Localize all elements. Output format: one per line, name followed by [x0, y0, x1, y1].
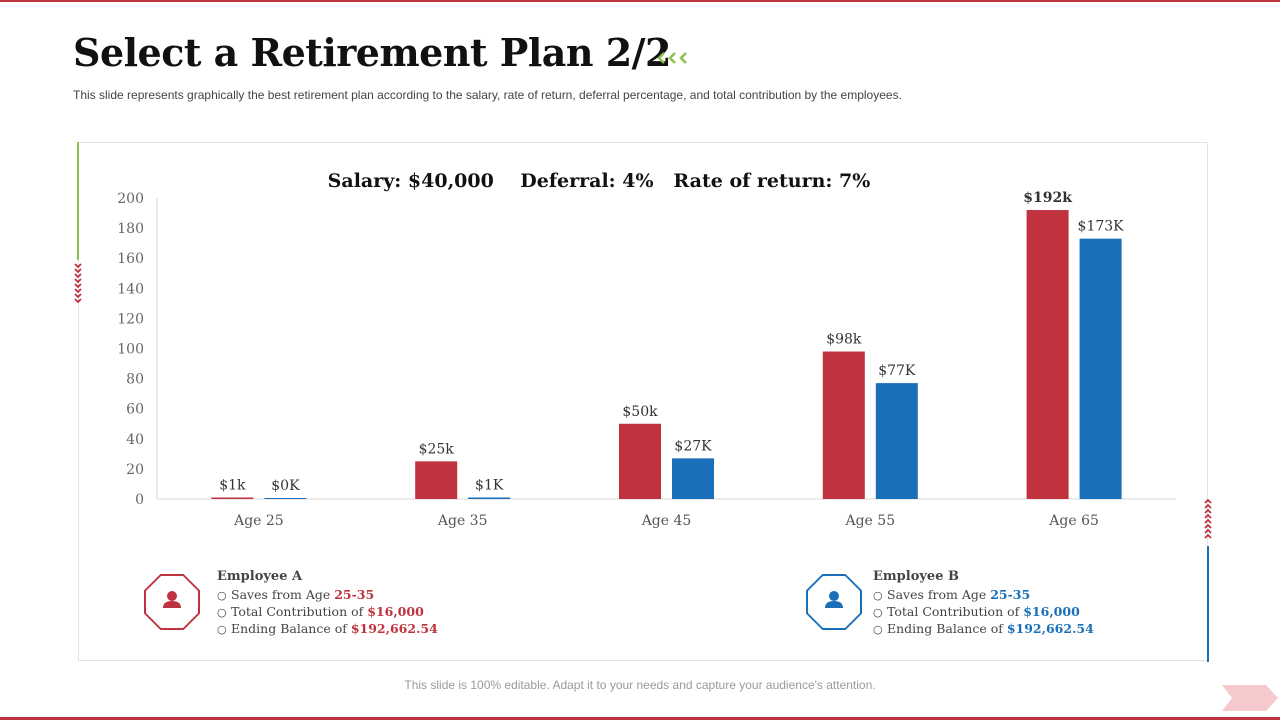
x-tick-label: Age 45 — [641, 513, 692, 529]
y-tick-label: 140 — [117, 281, 144, 297]
green-accent-line — [77, 142, 79, 260]
bar-employee-b — [1079, 238, 1122, 499]
y-tick-label: 0 — [135, 492, 144, 508]
blue-accent-line — [1207, 546, 1209, 662]
y-tick-label: 80 — [126, 372, 144, 388]
bar-employee-a — [619, 423, 661, 499]
y-tick-label: 40 — [126, 432, 144, 448]
chart-card — [78, 142, 1208, 661]
y-tick-label: 20 — [126, 462, 144, 478]
x-tick-label: Age 25 — [233, 513, 284, 529]
employee-b-balance: ○ Ending Balance of $192,662.54 — [873, 621, 1094, 636]
bar-employee-a — [1026, 210, 1069, 500]
data-label: $192k — [1023, 190, 1072, 206]
bar-employee-b — [875, 383, 918, 499]
bar-employee-a — [211, 497, 254, 499]
data-label: $77K — [878, 363, 916, 379]
y-tick-label: 100 — [117, 342, 144, 358]
y-tick-label: 160 — [117, 251, 144, 267]
data-label: $1k — [219, 477, 246, 493]
chart-title: Salary: $40,000 Deferral: 4% Rate of ret… — [328, 170, 871, 192]
chevron-down-stack-icon — [74, 263, 82, 304]
data-label: $50k — [622, 404, 658, 420]
footer-note: This slide is 100% editable. Adapt it to… — [404, 678, 876, 692]
employee-a-avatar — [144, 574, 200, 630]
x-tick-label: Age 65 — [1048, 513, 1099, 529]
employee-a-saves: ○ Saves from Age 25-35 — [217, 587, 375, 602]
chevron-up-stack-icon — [1204, 498, 1212, 539]
bar-employee-a — [415, 461, 458, 499]
employee-a-balance: ○ Ending Balance of $192,662.54 — [217, 621, 438, 636]
top-accent-rule — [0, 0, 1280, 2]
bar-employee-b — [264, 498, 307, 499]
data-label: $98k — [826, 332, 862, 348]
y-tick-label: 60 — [126, 402, 144, 418]
data-label: $0K — [271, 478, 300, 494]
data-label: $173K — [1078, 219, 1125, 235]
data-label: $27K — [674, 438, 712, 454]
employee-b-avatar — [806, 574, 862, 630]
page-title: Select a Retirement Plan 2/2 — [73, 30, 672, 75]
bar-employee-a — [822, 351, 865, 499]
data-label: $25k — [419, 441, 455, 457]
x-tick-label: Age 35 — [437, 513, 488, 529]
y-tick-label: 120 — [117, 311, 144, 327]
page-subtitle: This slide represents graphically the be… — [73, 88, 902, 102]
employee-b-saves: ○ Saves from Age 25-35 — [873, 587, 1031, 602]
employee-b-contribution: ○ Total Contribution of $16,000 — [873, 604, 1080, 619]
next-arrow-icon[interactable] — [1222, 685, 1278, 711]
bar-employee-b — [468, 497, 511, 499]
employee-b-details: Employee B ○ Saves from Age 25-35 ○ Total … — [873, 569, 1094, 638]
y-tick-label: 180 — [117, 221, 144, 237]
data-label: $1K — [475, 477, 504, 493]
bar-employee-b — [672, 458, 714, 499]
bottom-accent-rule — [0, 717, 1280, 720]
y-tick-label: 200 — [117, 191, 144, 207]
employee-a-contribution: ○ Total Contribution of $16,000 — [217, 604, 424, 619]
employee-b-name: Employee B — [873, 569, 959, 584]
chevrons-decoration-icon — [657, 52, 687, 64]
x-tick-label: Age 55 — [844, 513, 895, 529]
employee-a-name: Employee A — [217, 569, 303, 584]
employee-a-details: Employee A ○ Saves from Age 25-35 ○ Total … — [217, 569, 438, 638]
